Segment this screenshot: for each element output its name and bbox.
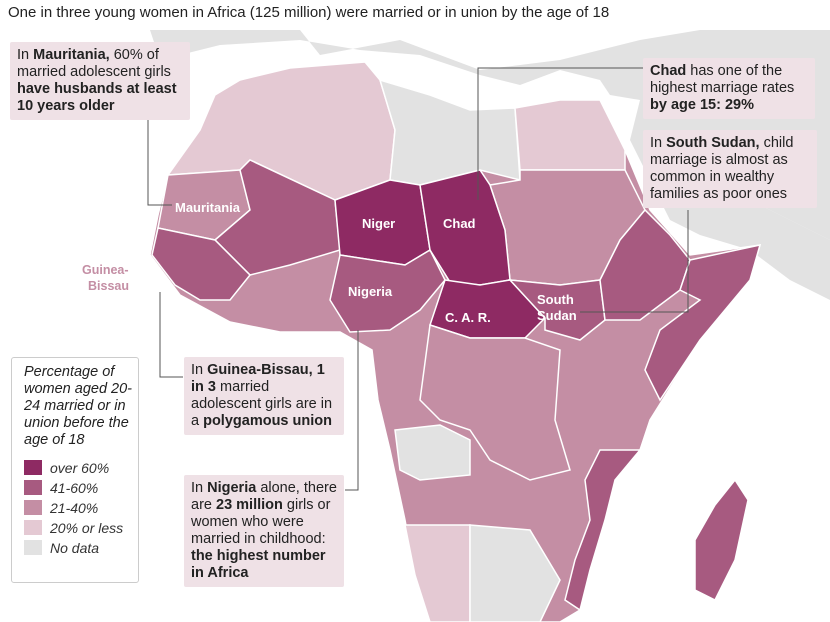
legend-label: No data xyxy=(50,539,100,556)
callout-text: has one of the highest marriage rates xyxy=(650,63,795,96)
country-mali xyxy=(213,159,341,276)
country-madagascar xyxy=(694,478,749,602)
callout-chad: Chad has one of the highest marriage rat… xyxy=(643,58,815,119)
callout-text: Chad xyxy=(650,63,687,79)
legend-item: over 60% xyxy=(24,459,138,476)
country-libya xyxy=(378,78,521,186)
callout-south-sudan: In South Sudan, child marriage is almost… xyxy=(643,130,817,208)
callout-text: 60% of married adolescent girls xyxy=(17,47,171,80)
country-west-africa xyxy=(151,227,252,301)
callout-mauritania: In Mauritania, 60% of married adolescent… xyxy=(10,42,190,120)
callout-text: married adolescent girls are in a xyxy=(191,379,333,429)
label-car: C. A. R. xyxy=(445,310,491,325)
legend-label: over 60% xyxy=(50,459,110,476)
callout-text: girls or women who were married in child… xyxy=(191,497,331,547)
country-namibia xyxy=(404,524,471,622)
callout-text: the highest number in Africa xyxy=(191,548,326,581)
page-title: One in three young women in Africa (125 … xyxy=(8,4,610,21)
legend-item: 20% or less xyxy=(24,519,138,536)
label-niger: Niger xyxy=(362,216,395,231)
legend-label: 20% or less xyxy=(50,519,124,536)
callout-text: In xyxy=(17,47,34,63)
callout-text: Mauritania, xyxy=(33,47,110,63)
country-south-sudan xyxy=(508,279,606,341)
leader-lines xyxy=(147,67,689,491)
label-nigeria: Nigeria xyxy=(348,284,393,299)
legend: Percentage of women aged 20-24 married o… xyxy=(11,357,139,583)
callout-text: alone, there are xyxy=(191,480,337,513)
legend-item: 41-60% xyxy=(24,479,138,496)
callout-text: by age 15: 29% xyxy=(650,97,754,113)
country-botswana xyxy=(469,524,561,622)
callout-text: child marriage is almost as common in we… xyxy=(650,135,794,202)
callout-text: Guinea-Bissau, 1 in 3 xyxy=(191,362,325,395)
legend-item: No data xyxy=(24,539,138,556)
callout-guinea-bissau: In Guinea-Bissau, 1 in 3 married adolesc… xyxy=(184,357,344,435)
legend-swatch xyxy=(24,460,42,475)
legend-item: 21-40% xyxy=(24,499,138,516)
callout-text: have husbands at least 10 years older xyxy=(17,81,177,114)
callout-nigeria: In Nigeria alone, there are 23 million g… xyxy=(184,475,344,587)
callout-text: In xyxy=(191,362,208,378)
legend-label: 41-60% xyxy=(50,479,99,496)
legend-swatch xyxy=(24,480,42,495)
country-drc xyxy=(419,324,571,481)
label-south-sudan-2: Sudan xyxy=(537,308,577,323)
callout-text: polygamous union xyxy=(203,413,332,429)
label-guinea-bissau-2: Bissau xyxy=(88,279,129,293)
country-nigeria xyxy=(329,248,446,333)
label-south-sudan: South xyxy=(537,292,574,307)
label-chad: Chad xyxy=(443,216,476,231)
legend-label: 21-40% xyxy=(50,499,99,516)
callout-text: South Sudan, xyxy=(666,135,760,151)
country-mozambique xyxy=(564,449,642,612)
country-egypt xyxy=(514,99,626,171)
country-angola-area xyxy=(394,424,471,481)
callout-text: In xyxy=(191,480,208,496)
callout-text: 23 million xyxy=(216,497,283,513)
country-somalia xyxy=(644,244,762,402)
label-mauritania: Mauritania xyxy=(175,200,241,215)
callout-text: Nigeria xyxy=(207,480,257,496)
callout-text: In xyxy=(650,135,667,151)
label-guinea-bissau: Guinea- xyxy=(82,263,129,277)
legend-title: Percentage of women aged 20-24 married o… xyxy=(24,364,133,448)
legend-swatch xyxy=(24,540,42,555)
legend-swatch xyxy=(24,520,42,535)
legend-swatch xyxy=(24,500,42,515)
